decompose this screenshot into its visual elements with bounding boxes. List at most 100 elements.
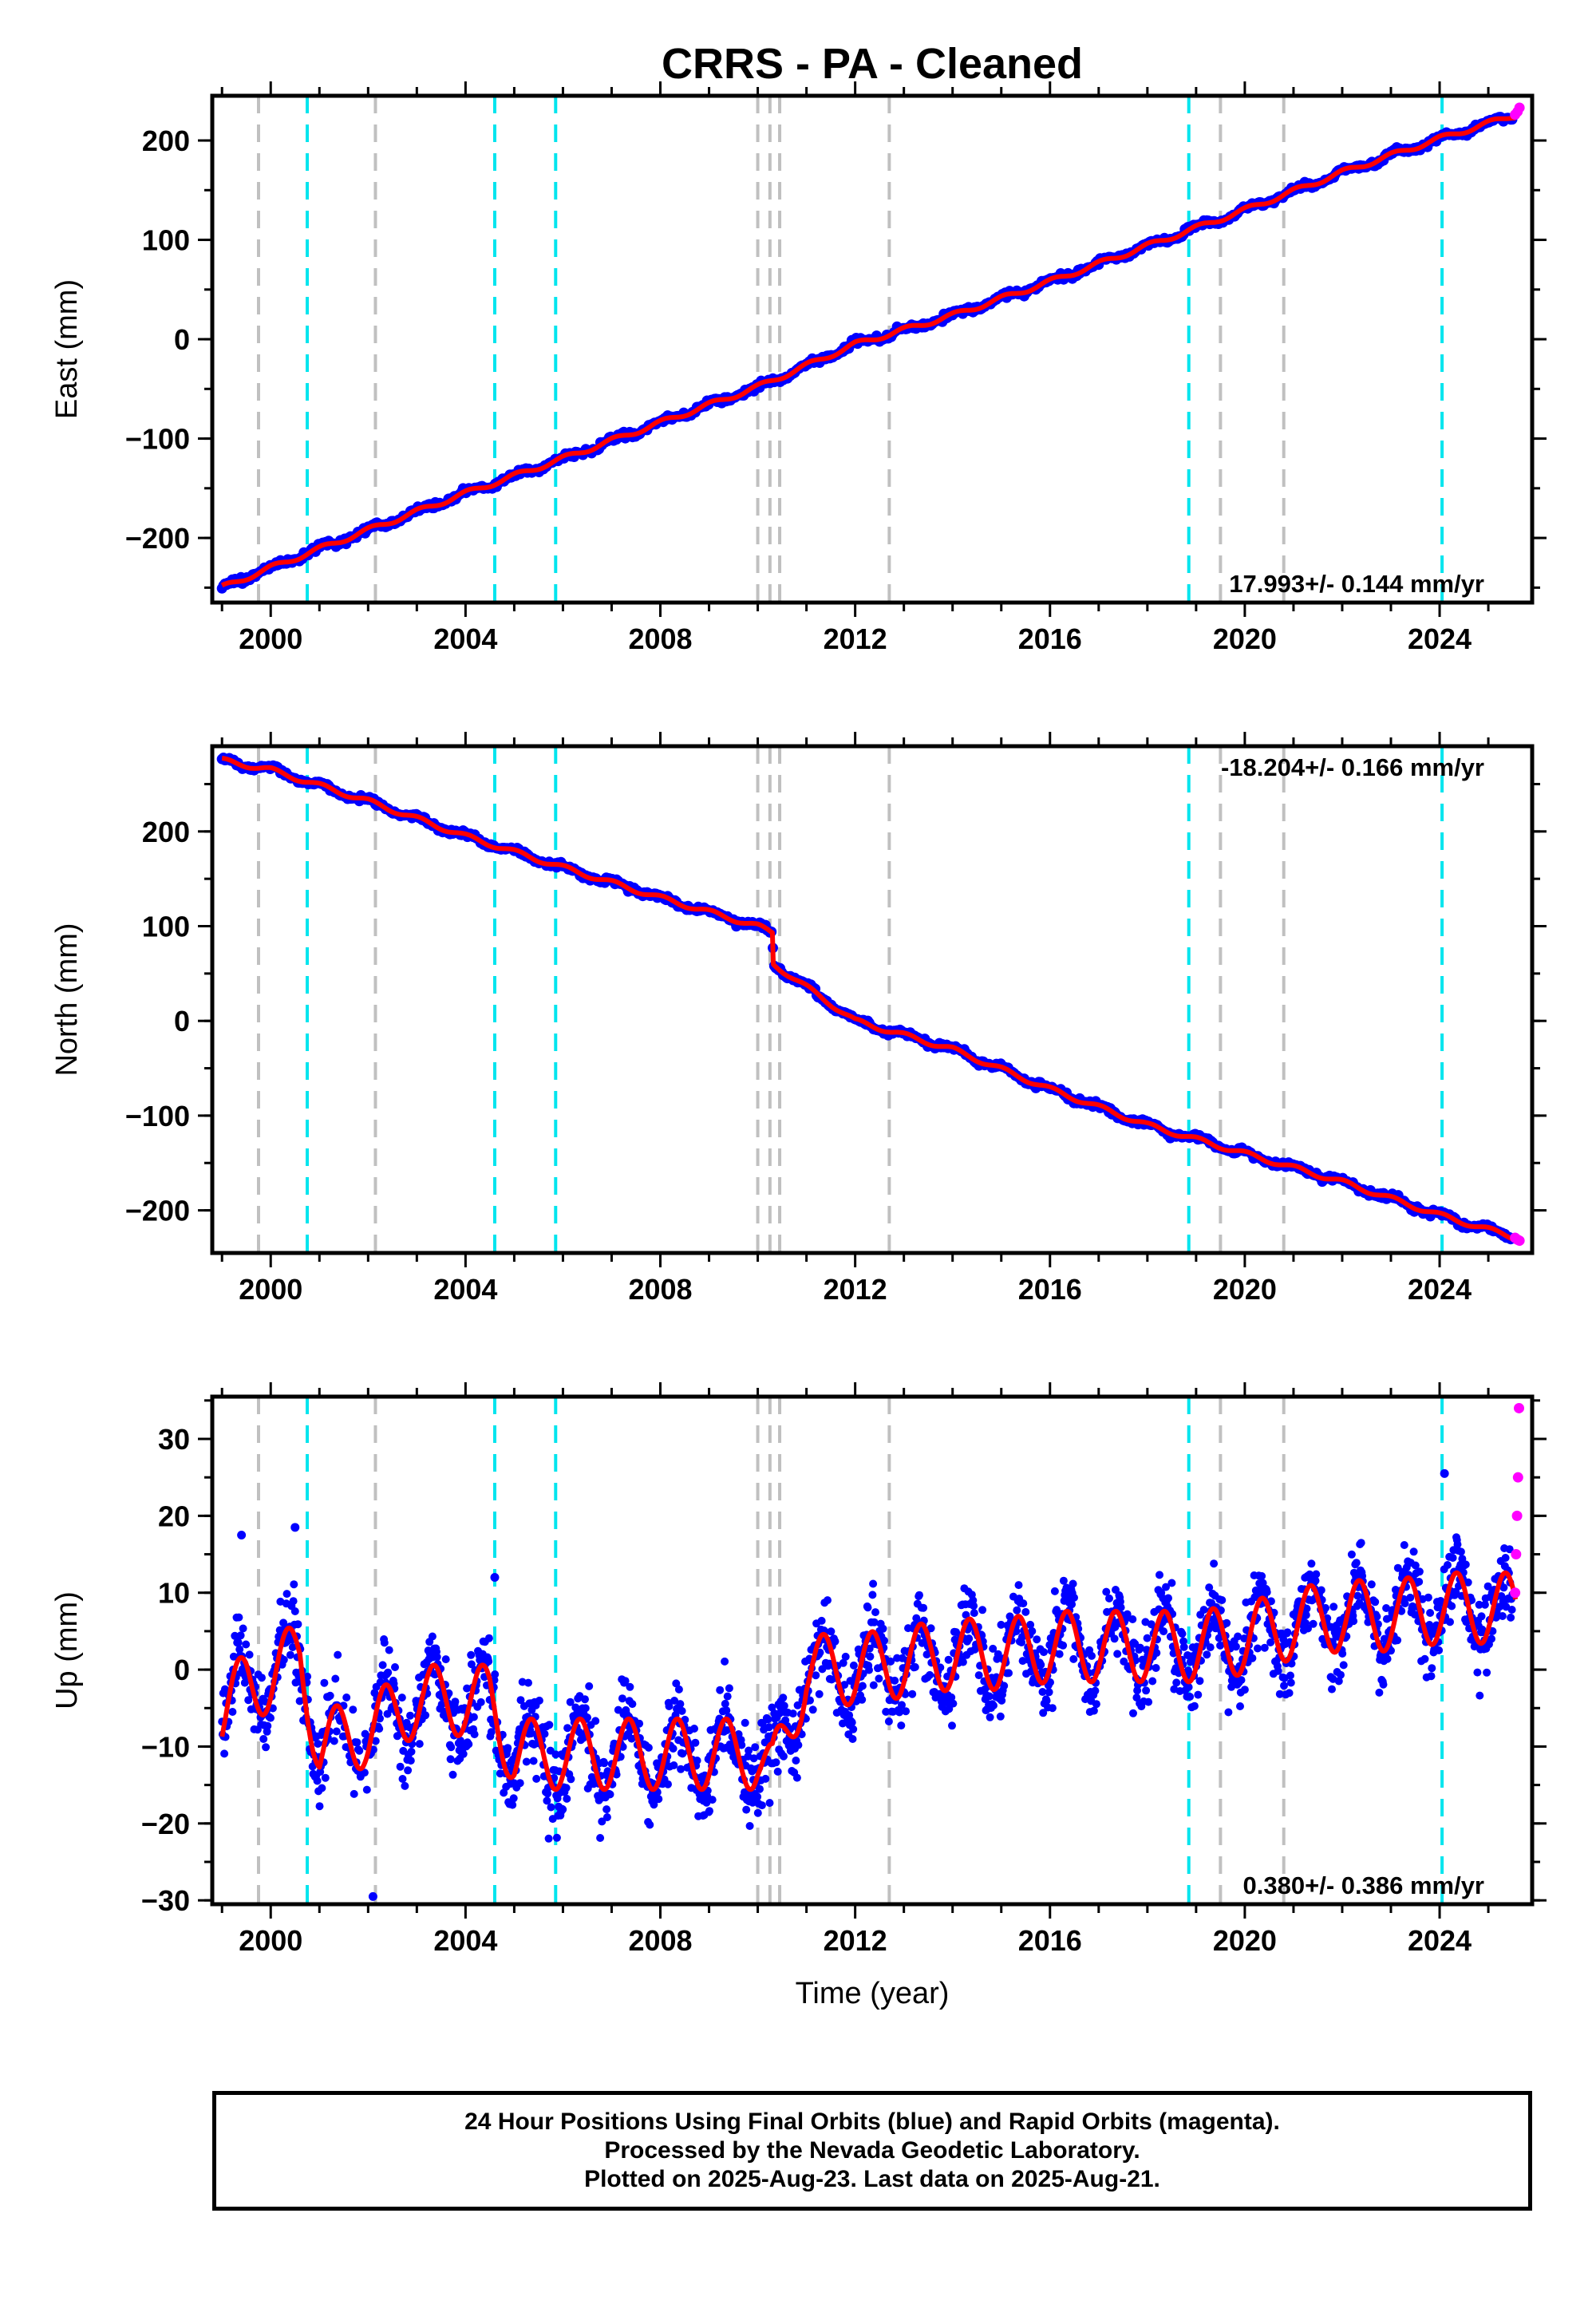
final-orbit-point	[870, 1618, 879, 1626]
final-orbit-point	[532, 1774, 541, 1783]
final-orbit-point	[1262, 1588, 1271, 1596]
final-orbit-point	[654, 1795, 663, 1804]
final-orbit-point	[407, 1747, 416, 1756]
final-orbit-point	[841, 1652, 850, 1661]
final-orbit-point	[670, 1697, 679, 1705]
final-orbit-point	[665, 1702, 674, 1710]
final-orbit-point	[290, 1580, 298, 1589]
final-orbit-point	[626, 1682, 634, 1691]
final-orbit-point	[723, 1692, 732, 1701]
final-orbit-point	[469, 1713, 478, 1721]
y-tick-label-east: −200	[125, 522, 190, 555]
final-orbit-point	[722, 1706, 731, 1715]
final-orbit-point	[1203, 1650, 1211, 1659]
final-orbit-point	[944, 1655, 953, 1664]
y-tick-label-north: 200	[142, 816, 190, 848]
final-orbit-point	[958, 1658, 967, 1666]
final-orbit-point	[793, 1701, 802, 1709]
final-orbit-point	[320, 1678, 329, 1687]
final-orbit-point	[446, 1755, 455, 1764]
final-orbit-point	[1309, 1619, 1317, 1628]
final-orbit-point	[1448, 1602, 1456, 1611]
y-tick-label-east: −100	[125, 423, 190, 456]
final-orbit-point	[484, 1657, 493, 1666]
y-tick-label-north: −200	[125, 1195, 190, 1227]
final-orbit-point	[664, 1780, 672, 1788]
x-tick-label-east: 2008	[628, 622, 692, 655]
final-orbit-points-up	[218, 1533, 1517, 1843]
model-fit-line-east	[220, 115, 1517, 588]
final-orbit-point	[1013, 1606, 1021, 1614]
final-orbit-point	[579, 1733, 587, 1742]
figure-title: CRRS - PA - Cleaned	[662, 40, 1083, 88]
outlier-point	[490, 1572, 500, 1582]
final-orbit-point	[1167, 1579, 1176, 1587]
final-orbit-point	[1307, 1559, 1316, 1568]
final-orbit-point	[447, 1743, 456, 1752]
final-orbit-point	[1059, 1641, 1068, 1650]
final-orbit-point	[672, 1679, 681, 1688]
final-orbit-point	[467, 1660, 476, 1669]
final-orbit-point	[1461, 1560, 1470, 1569]
final-orbit-point	[1507, 1606, 1516, 1614]
final-orbit-point	[1415, 1567, 1424, 1576]
final-orbit-point	[756, 1784, 764, 1793]
final-orbit-point	[353, 1738, 361, 1747]
final-orbit-point	[1092, 1700, 1100, 1709]
final-orbit-point	[868, 1591, 877, 1599]
final-orbit-point	[279, 1655, 288, 1664]
final-orbit-point	[1428, 1664, 1436, 1673]
final-orbit-point	[1254, 1644, 1262, 1653]
final-orbit-point	[331, 1674, 340, 1683]
x-tick-label-east: 2004	[433, 622, 497, 655]
final-orbit-point	[1110, 1634, 1119, 1643]
final-orbit-point	[294, 1620, 302, 1629]
final-orbit-point	[818, 1665, 827, 1674]
final-orbit-point	[290, 1607, 299, 1615]
final-orbit-point	[908, 1690, 917, 1698]
final-orbit-point	[330, 1737, 338, 1745]
final-orbit-point	[780, 1752, 788, 1761]
final-orbit-point	[690, 1725, 698, 1733]
rapid-orbit-point	[1511, 1549, 1522, 1560]
final-orbit-point	[891, 1676, 899, 1685]
final-orbit-point	[259, 1735, 268, 1743]
final-orbit-point	[551, 1750, 560, 1759]
final-orbit-point	[646, 1820, 654, 1829]
rapid-orbit-point	[1512, 1472, 1523, 1483]
final-orbit-point	[591, 1717, 600, 1725]
final-orbit-point	[1172, 1678, 1181, 1687]
final-orbit-point	[780, 1701, 788, 1710]
final-orbit-point	[674, 1685, 683, 1694]
final-orbit-point	[563, 1724, 572, 1733]
x-tick-label-up: 2004	[433, 1924, 497, 1957]
final-orbit-point	[628, 1700, 637, 1709]
final-orbit-point	[1476, 1691, 1484, 1700]
final-orbit-point	[725, 1684, 733, 1693]
final-orbit-point	[1477, 1612, 1486, 1621]
final-orbit-point	[1347, 1550, 1356, 1559]
final-orbit-point	[902, 1707, 911, 1716]
x-tick-label-up: 2000	[239, 1924, 302, 1957]
final-orbit-point	[349, 1705, 358, 1714]
final-orbit-point	[228, 1708, 237, 1716]
final-orbit-point	[1426, 1609, 1435, 1617]
final-orbit-point	[547, 1803, 555, 1812]
final-orbit-point	[463, 1684, 472, 1693]
final-orbit-point	[635, 1719, 644, 1728]
final-orbit-point	[869, 1681, 878, 1690]
final-orbit-point	[788, 1709, 797, 1718]
final-orbit-point	[1218, 1596, 1227, 1604]
final-orbit-point	[970, 1602, 978, 1611]
plot-area-up	[218, 1397, 1525, 1904]
final-orbit-point	[884, 1717, 893, 1725]
final-orbit-point	[464, 1740, 473, 1749]
final-orbit-point	[543, 1789, 552, 1798]
final-orbit-point	[448, 1770, 457, 1779]
final-orbit-point	[1367, 1580, 1376, 1589]
final-orbit-point	[567, 1775, 575, 1784]
final-orbit-point	[1070, 1593, 1078, 1602]
final-orbit-point	[792, 1773, 801, 1782]
final-orbit-point	[581, 1704, 590, 1713]
outlier-point	[1440, 1468, 1449, 1478]
